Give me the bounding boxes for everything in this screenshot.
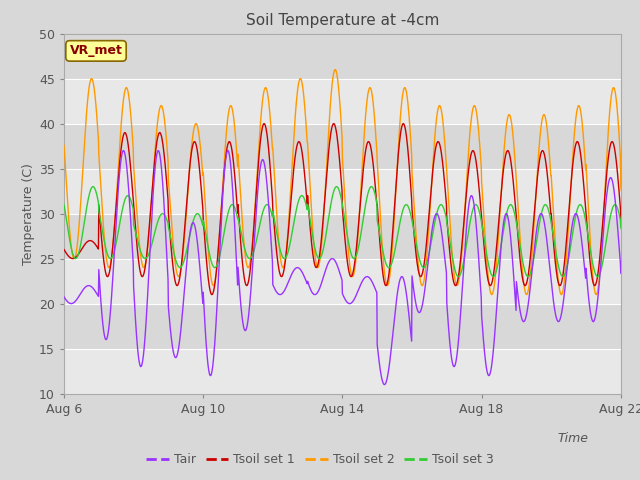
Bar — [64, 34, 621, 79]
Legend: Tair, Tsoil set 1, Tsoil set 2, Tsoil set 3: Tair, Tsoil set 1, Tsoil set 2, Tsoil se… — [141, 448, 499, 471]
Bar — [64, 259, 621, 303]
Bar — [64, 303, 621, 348]
Text: Time: Time — [558, 432, 589, 445]
Text: VR_met: VR_met — [70, 44, 122, 58]
Bar — [64, 168, 621, 214]
Title: Soil Temperature at -4cm: Soil Temperature at -4cm — [246, 13, 439, 28]
Bar — [64, 123, 621, 168]
Y-axis label: Temperature (C): Temperature (C) — [22, 163, 35, 264]
Bar — [64, 348, 621, 394]
Bar — [64, 79, 621, 123]
Bar — [64, 214, 621, 259]
